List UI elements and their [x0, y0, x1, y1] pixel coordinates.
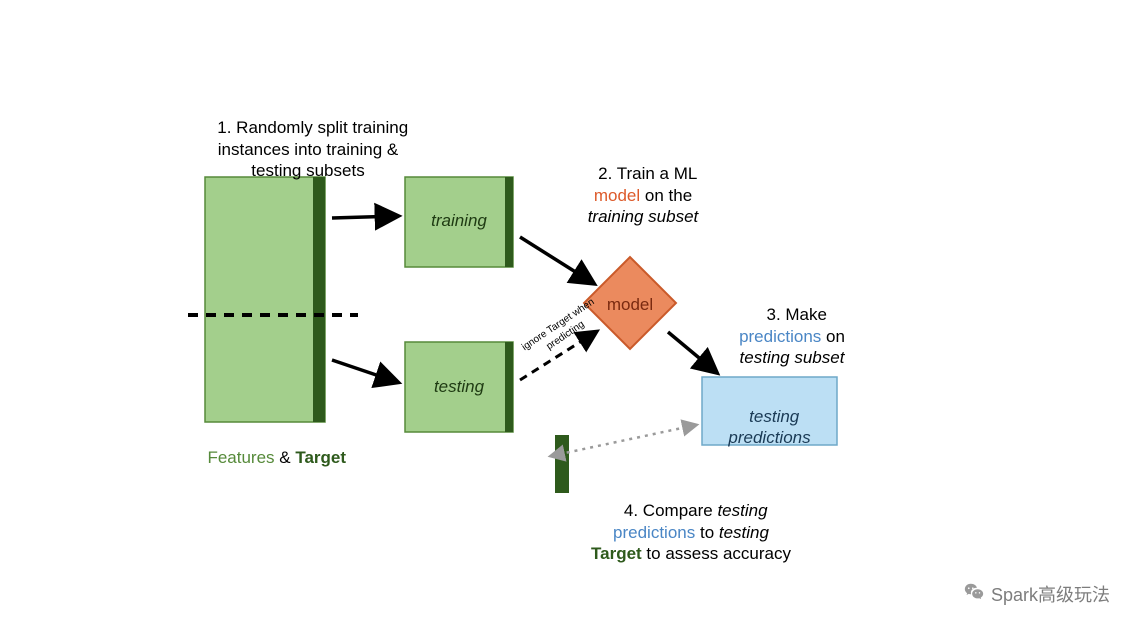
- step3-caption: 3. Make predictions on testing subset: [712, 283, 872, 368]
- arrow-dataset-testing: [332, 360, 397, 382]
- model-label: model: [605, 294, 655, 315]
- arrow-model-predictions: [668, 332, 716, 372]
- watermark: Spark高级玩法: [963, 581, 1110, 607]
- features-target-label: Features & Target: [198, 426, 346, 469]
- step2-caption: 2. Train a ML model on the training subs…: [558, 142, 728, 227]
- predictions-label: testingpredictions: [702, 387, 837, 448]
- dataset-box: [205, 177, 325, 422]
- arrow-dataset-training: [332, 216, 397, 218]
- testing-label: testing: [415, 376, 503, 397]
- training-label: training: [415, 210, 503, 231]
- arrow-compare: [551, 425, 696, 456]
- step1-caption: 1. Randomly split training instances int…: [198, 96, 418, 181]
- wechat-icon: [963, 583, 985, 605]
- target-bar: [555, 435, 569, 493]
- watermark-text: Spark高级玩法: [991, 581, 1110, 607]
- arrow-training-model: [520, 237, 593, 283]
- step4-caption: 4. Compare testing predictions to testin…: [576, 479, 806, 564]
